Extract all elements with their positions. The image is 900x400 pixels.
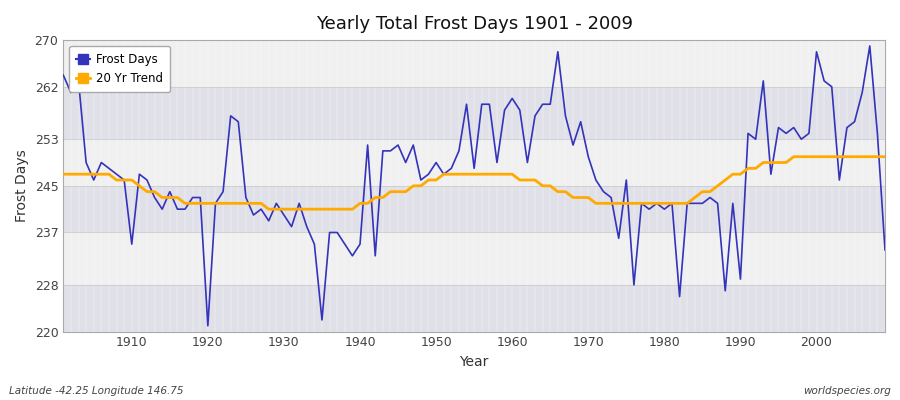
Y-axis label: Frost Days: Frost Days [15,150,29,222]
Bar [63,186,885,232]
Bar [63,40,885,87]
Bar [63,139,885,186]
Bar [63,285,885,332]
X-axis label: Year: Year [460,355,489,369]
Text: worldspecies.org: worldspecies.org [803,386,891,396]
Bar [63,232,885,285]
Bar [63,87,885,139]
Legend: Frost Days, 20 Yr Trend: Frost Days, 20 Yr Trend [69,46,170,92]
Title: Yearly Total Frost Days 1901 - 2009: Yearly Total Frost Days 1901 - 2009 [316,15,633,33]
Text: Latitude -42.25 Longitude 146.75: Latitude -42.25 Longitude 146.75 [9,386,184,396]
